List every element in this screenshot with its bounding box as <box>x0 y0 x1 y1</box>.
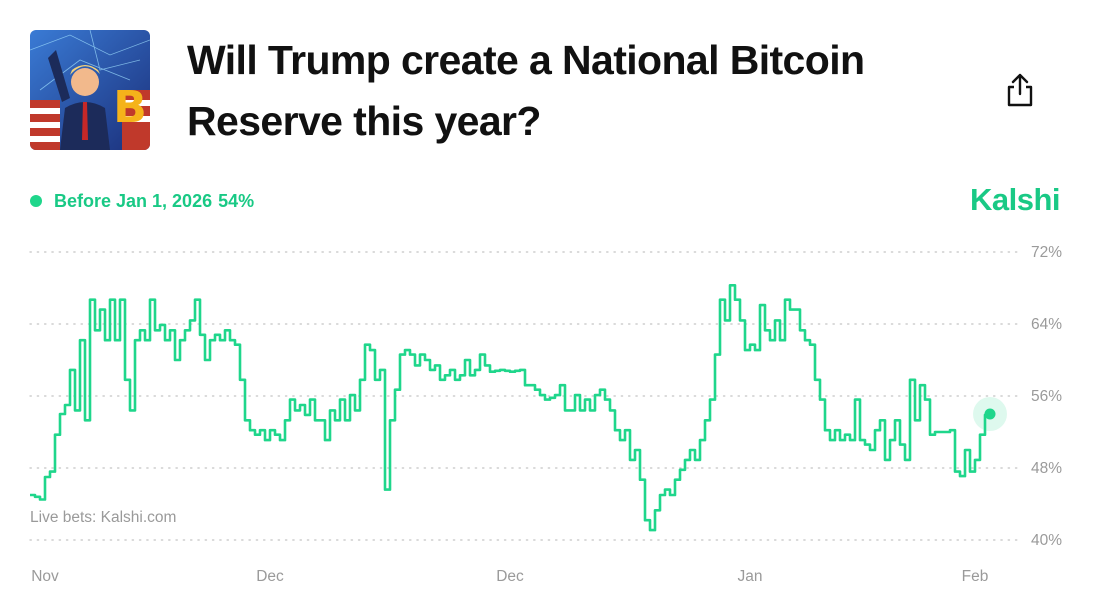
y-tick-label: 48% <box>1031 460 1062 477</box>
brand: Kalshi <box>970 182 1060 217</box>
title: Will Trump create a National Bitcoin Res… <box>187 37 865 144</box>
legend-value: 54% <box>218 191 254 211</box>
svg-text:B: B <box>113 82 147 133</box>
share-button[interactable] <box>1005 72 1035 108</box>
market-image: B <box>30 30 150 150</box>
y-tick-label: 64% <box>1031 316 1062 333</box>
series-line <box>30 284 992 532</box>
legend-marker <box>30 195 42 207</box>
x-tick-label: Dec <box>256 568 284 585</box>
y-tick-label: 40% <box>1031 532 1062 549</box>
current-dot <box>984 408 996 420</box>
legend-label: Before Jan 1, 2026 <box>54 191 212 211</box>
x-tick-label: Feb <box>962 568 989 585</box>
y-tick-label: 72% <box>1031 244 1062 261</box>
x-tick-label: Dec <box>496 568 524 585</box>
image-art: B <box>30 30 150 150</box>
x-tick-label: Jan <box>738 568 763 585</box>
x-tick-label: Nov <box>31 568 59 585</box>
y-tick-label: 56% <box>1031 388 1062 405</box>
source-note: Live bets: Kalshi.com <box>30 509 176 526</box>
